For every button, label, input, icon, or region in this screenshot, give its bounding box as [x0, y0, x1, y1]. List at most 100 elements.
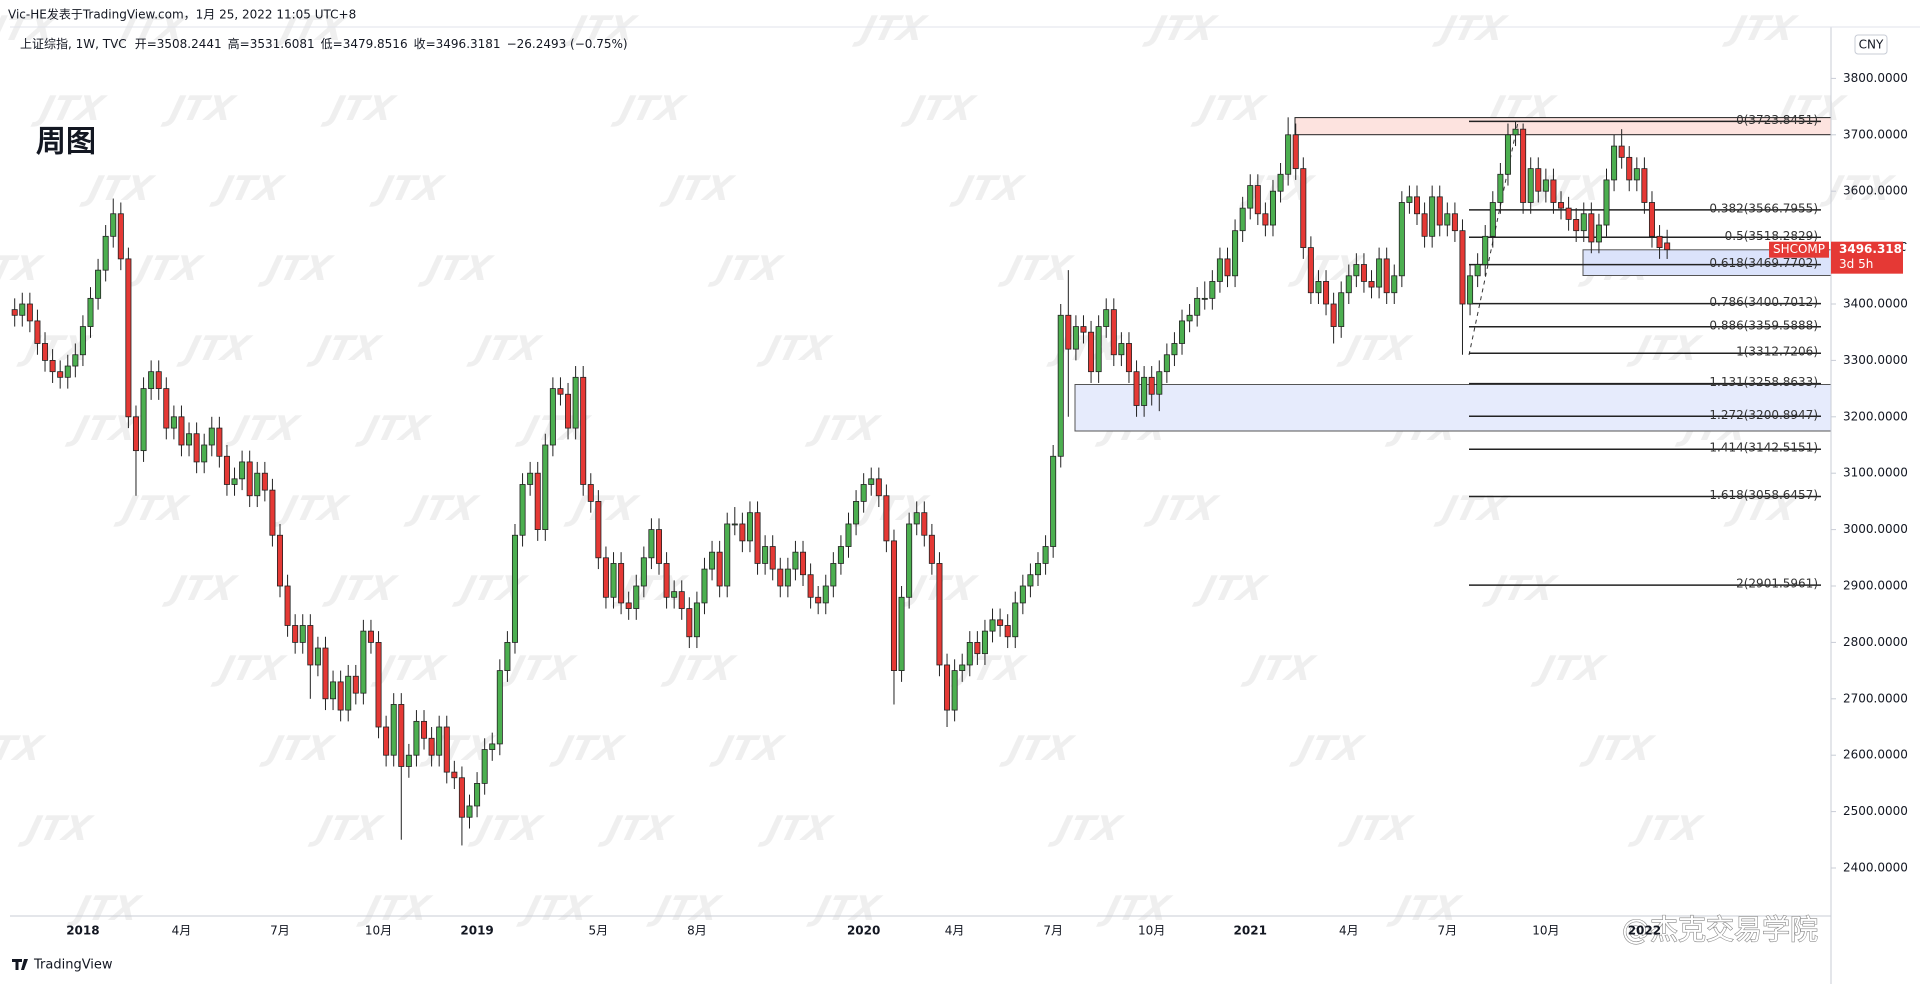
watermark: JTX — [272, 489, 353, 528]
y-tick-label: 2800.0000 — [1843, 635, 1908, 649]
y-tick-label: 2500.0000 — [1843, 804, 1908, 818]
currency[interactable]: CNY — [1859, 38, 1884, 52]
candle-body — [1558, 202, 1565, 209]
watermark: JTX — [320, 89, 401, 128]
watermark: JTX — [30, 89, 111, 128]
candle-body — [739, 523, 746, 542]
candle-body — [921, 512, 928, 536]
fib-label: 1(3312.7206) — [1736, 345, 1818, 359]
candle-body — [140, 388, 147, 452]
symbol-tag — [1769, 241, 1829, 258]
candle-body — [458, 777, 465, 818]
candle-body — [1285, 134, 1292, 175]
candle-body — [762, 546, 769, 564]
candle-body — [1414, 196, 1421, 215]
candle-body — [792, 551, 799, 570]
candle-body — [1338, 292, 1345, 327]
candle-body — [276, 534, 283, 587]
x-tick-label: 4月 — [1339, 924, 1359, 938]
candle-body — [1118, 343, 1125, 356]
candle-body — [1232, 230, 1239, 277]
watermark: JTX — [354, 409, 435, 448]
candle-body — [1611, 145, 1618, 181]
candle-body — [1065, 314, 1072, 350]
candle-body — [1179, 320, 1186, 344]
candle-body — [261, 472, 268, 491]
candle-body — [496, 670, 503, 745]
x-tick-label: 2022 — [1628, 924, 1661, 938]
close-value: 3496.3181 — [436, 37, 501, 51]
currency-box[interactable] — [1854, 34, 1888, 55]
candle-body — [125, 258, 132, 418]
candle-body — [845, 523, 852, 547]
watermark: JTX — [562, 489, 643, 528]
candle-body — [1542, 179, 1549, 192]
candle-body — [807, 574, 814, 598]
candle-body — [534, 472, 541, 531]
candle-body — [1262, 213, 1269, 226]
candle-body — [155, 371, 162, 389]
candle-body — [1603, 179, 1610, 226]
candle-body — [860, 484, 867, 502]
candle-body — [1057, 314, 1064, 457]
candle-body — [1103, 309, 1110, 327]
watermark: JTX — [160, 89, 241, 128]
watermark: JTX — [1431, 9, 1512, 48]
candle-body — [64, 365, 71, 378]
candle-body — [1239, 207, 1246, 232]
candle-body — [1110, 309, 1117, 356]
candle-body — [981, 630, 988, 655]
watermark: JTX — [804, 409, 885, 448]
candle-body — [784, 568, 791, 587]
candle-body — [693, 602, 700, 638]
candle-body — [345, 675, 352, 711]
candle-body — [390, 704, 397, 756]
x-tick-label: 10月 — [1532, 924, 1559, 938]
candle-body — [201, 444, 208, 463]
watermark: JTX — [1142, 489, 1223, 528]
candle-body — [966, 642, 973, 666]
candle-body — [1429, 196, 1436, 237]
watermark: JTX — [757, 809, 838, 848]
candle-body — [79, 326, 86, 356]
candle-body — [633, 585, 640, 609]
candle-body — [186, 433, 193, 446]
candle-body — [1489, 202, 1496, 237]
brand-logo — [12, 959, 28, 970]
candle-body — [1383, 258, 1390, 294]
candle-body — [375, 642, 382, 728]
candle-body — [49, 359, 56, 373]
watermark: JTX — [127, 249, 208, 288]
watermark: JTX — [597, 809, 678, 848]
y-tick-label: 3000.0000 — [1843, 522, 1908, 536]
candle-body — [284, 585, 291, 626]
candle-body — [239, 461, 246, 480]
candle-body — [367, 630, 374, 643]
price-tag — [1831, 241, 1903, 274]
candle-body — [1391, 275, 1398, 294]
candle-body — [936, 563, 943, 666]
candle-body — [1664, 242, 1671, 251]
watermark: JTX — [417, 249, 498, 288]
watermark: JTX — [208, 169, 289, 208]
x-tick-label: 2018 — [66, 924, 99, 938]
signature: @杰克交易学院 — [1622, 913, 1818, 946]
candle-body — [269, 489, 276, 536]
candle-body — [383, 726, 390, 756]
candle-body — [663, 563, 670, 598]
low-value: 3479.8516 — [343, 37, 408, 51]
watermark: JTX — [175, 329, 256, 368]
candle-body — [95, 269, 102, 299]
candle-body — [1095, 326, 1102, 373]
watermark: JTX — [1047, 809, 1128, 848]
support-zone — [1074, 384, 1832, 432]
candle-body — [671, 591, 678, 598]
watermark: JTX — [645, 889, 726, 928]
candle-body — [1209, 281, 1216, 299]
candle-body — [1216, 258, 1223, 282]
open-label: 开= — [135, 37, 157, 51]
candle-body — [1254, 185, 1261, 215]
candle-body — [1565, 207, 1572, 220]
watermark: JTX — [307, 809, 388, 848]
candle-body — [163, 388, 170, 429]
